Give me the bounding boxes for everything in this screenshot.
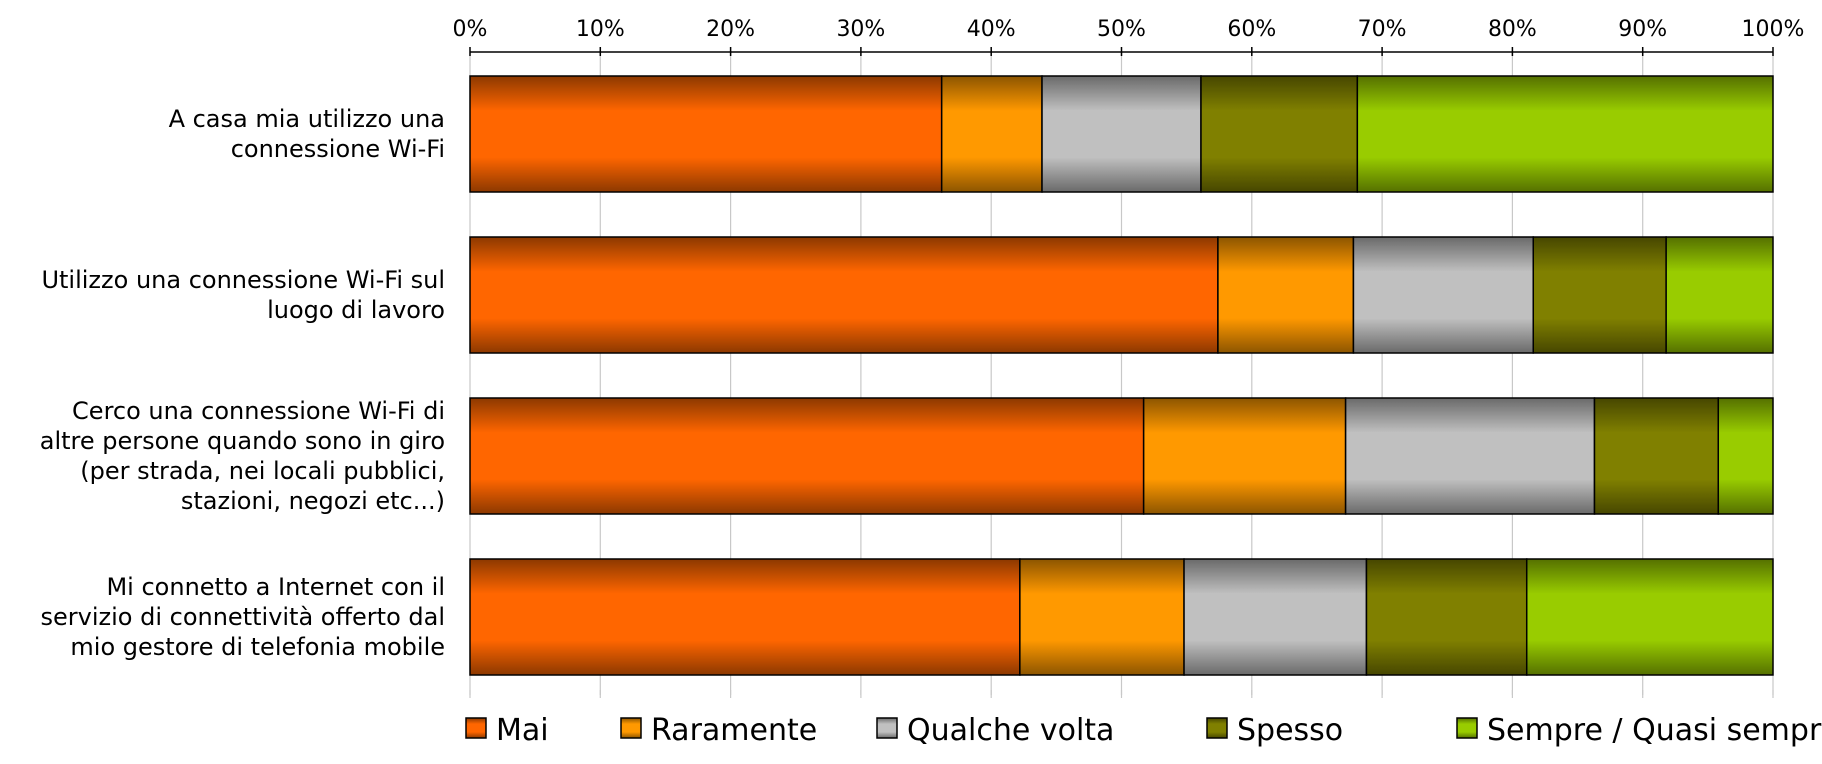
category-label: Cerco una connessione Wi-Fi di <box>72 397 445 425</box>
legend-item: Mai <box>465 713 549 748</box>
bar-segment <box>1183 558 1368 676</box>
category-label: (per strada, nei locali pubblici, <box>80 457 445 485</box>
x-axis: 0% 10% 20% 30% 40% 50% 60% 70% 80% 90% 100% <box>453 17 1805 56</box>
bar-segment <box>1665 236 1774 354</box>
bar-segment-shade <box>1041 75 1202 193</box>
bar-segment <box>1717 397 1774 515</box>
category-label: stazioni, negozi etc...) <box>181 487 445 515</box>
bar-segment-shade <box>469 558 1021 676</box>
x-tick-label: 50% <box>1097 17 1146 42</box>
bar-segment-shade <box>1365 558 1528 676</box>
bar-segment-shade <box>1665 236 1774 354</box>
bar-segment-shade <box>1717 397 1774 515</box>
bar-segment-shade <box>1525 558 1774 676</box>
bar-segment <box>1217 236 1355 354</box>
bar-segment <box>1365 558 1528 676</box>
x-tick-label: 10% <box>576 17 625 42</box>
bar-segment <box>469 75 943 193</box>
bar-segment <box>469 558 1021 676</box>
category-label: altre persone quando sono in giro <box>40 427 445 455</box>
x-tick-label: 80% <box>1488 17 1537 42</box>
bar-segment <box>1019 558 1185 676</box>
legend-label: Sempre / Quasi sempre <box>1487 713 1822 748</box>
x-tick-label: 60% <box>1227 17 1276 42</box>
x-tick-label: 40% <box>967 17 1016 42</box>
bar-segment <box>1532 236 1667 354</box>
bar-segment <box>1041 75 1202 193</box>
category-label: mio gestore di telefonia mobile <box>70 633 445 661</box>
bar-segment <box>469 397 1145 515</box>
legend-label: Spesso <box>1237 713 1343 748</box>
bar-segment-shade <box>1183 558 1368 676</box>
legend-item: Sempre / Quasi sempre <box>1456 713 1822 748</box>
bar-segment-shade <box>1532 236 1667 354</box>
bar-segment-shade <box>1200 75 1359 193</box>
bar-segment-shade <box>940 75 1043 193</box>
bar-segment <box>1593 397 1720 515</box>
category-label: luogo di lavoro <box>267 296 445 324</box>
legend-swatch-shade <box>621 718 641 738</box>
bar-segment-shade <box>1352 236 1534 354</box>
legend-item: Qualche volta <box>876 713 1114 748</box>
legend-swatch-shade <box>1207 718 1227 738</box>
category-label: Mi connetto a Internet con il <box>106 573 445 601</box>
x-tick-label: 70% <box>1358 17 1407 42</box>
bar-segment-shade <box>469 236 1219 354</box>
category-label: Utilizzo una connessione Wi-Fi sul <box>41 266 445 294</box>
bar-segment-shade <box>1356 75 1774 193</box>
x-tick-label: 0% <box>453 17 488 42</box>
bar-segment <box>469 236 1219 354</box>
category-label: servizio di connettività offerto dal <box>41 603 445 631</box>
x-tick-label: 100% <box>1742 17 1805 42</box>
legend-swatch-shade <box>1457 718 1477 738</box>
bar-segment <box>1356 75 1774 193</box>
category-label: A casa mia utilizzo una <box>169 105 445 133</box>
bar-segment-shade <box>1593 397 1720 515</box>
legend-swatch-shade <box>466 718 486 738</box>
bar-segment <box>940 75 1043 193</box>
x-tick-label: 30% <box>836 17 885 42</box>
bar-segment-shade <box>1217 236 1355 354</box>
category-label: connessione Wi-Fi <box>231 135 445 163</box>
legend-label: Mai <box>496 713 549 748</box>
bar-segment-shade <box>1344 397 1596 515</box>
bar-segment-shade <box>1019 558 1185 676</box>
bar-segment <box>1142 397 1347 515</box>
legend: Mai Raramente Qualche volta Spesso Sempre / … <box>465 713 1822 748</box>
x-tick-label: 90% <box>1618 17 1667 42</box>
legend-item: Spesso <box>1206 713 1343 748</box>
legend-label: Raramente <box>651 713 817 748</box>
legend-swatch-shade <box>877 718 897 738</box>
bar-segment <box>1200 75 1359 193</box>
bar-segment <box>1525 558 1774 676</box>
bar-segment-shade <box>469 75 943 193</box>
bars <box>469 75 1774 676</box>
legend-label: Qualche volta <box>907 713 1114 748</box>
bar-segment-shade <box>1142 397 1347 515</box>
legend-item: Raramente <box>620 713 817 748</box>
bar-segment-shade <box>469 397 1145 515</box>
bar-segment <box>1344 397 1596 515</box>
x-tick-label: 20% <box>706 17 755 42</box>
bar-segment <box>1352 236 1534 354</box>
